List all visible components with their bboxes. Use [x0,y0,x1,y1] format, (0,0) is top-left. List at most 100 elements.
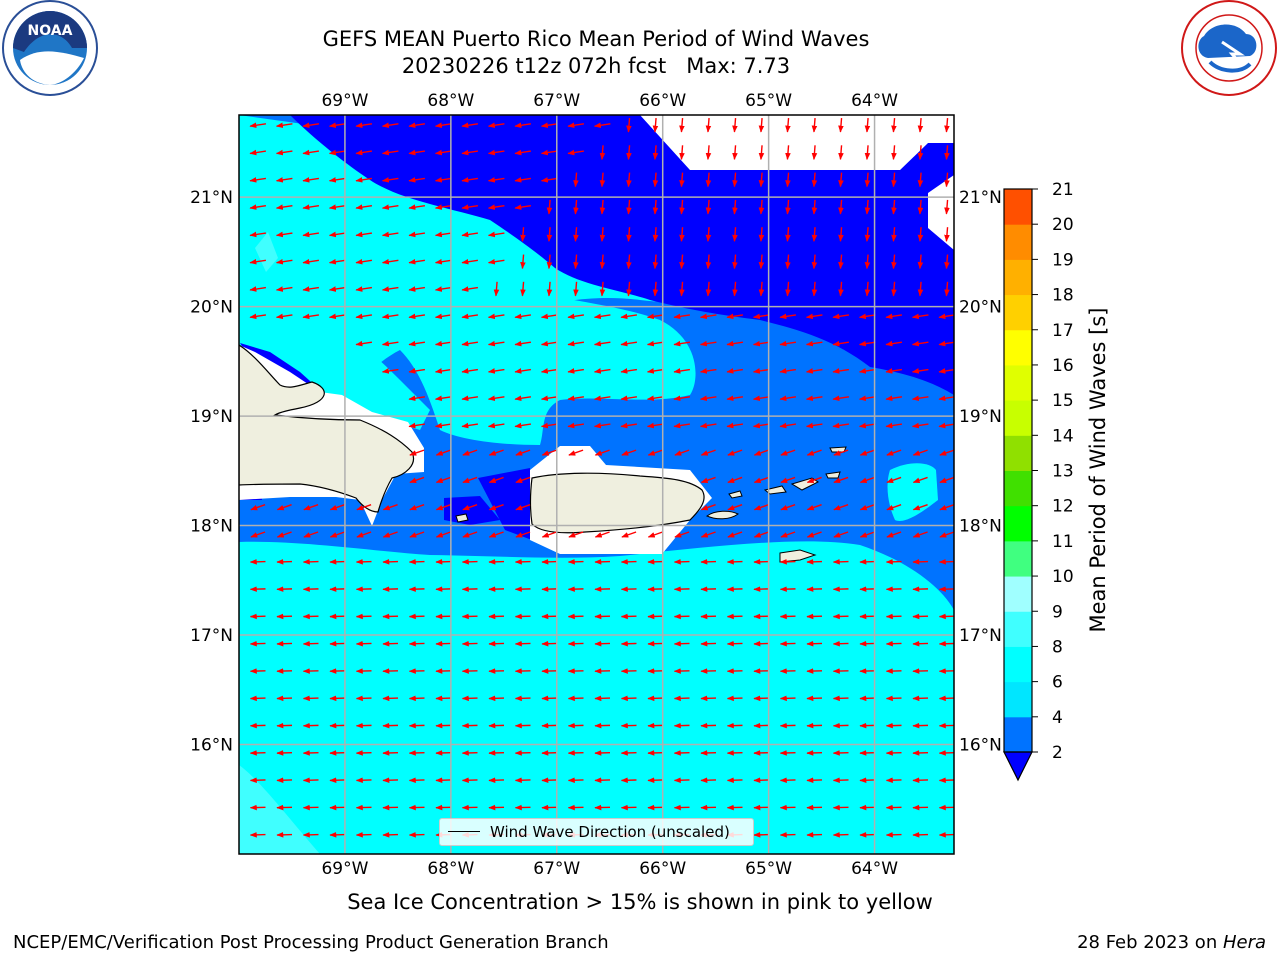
wave-arrow [328,177,346,183]
wave-arrow [328,286,346,292]
wave-arrow [805,368,823,374]
wave-arrow [917,145,924,160]
wave-arrow [886,531,902,538]
wave-arrow [302,258,320,265]
wave-arrow [275,122,293,129]
wave-arrow [302,286,320,292]
wave-arrow [838,254,844,270]
wave-arrow [679,199,685,215]
wave-arrow [838,172,844,188]
wave-arrow [646,313,664,320]
wave-arrow [917,227,924,242]
wave-arrow [732,281,738,297]
wave-arrow [858,340,876,347]
wave-arrow [381,231,399,238]
lat-tick-label: 18°N [190,517,233,537]
wave-arrow [409,531,425,538]
wave-arrow [302,204,320,210]
wave-arrow [355,149,373,156]
wave-arrow [917,199,924,215]
wave-arrow [621,531,637,538]
wave-arrow [811,145,818,160]
wave-arrow [329,504,345,511]
wave-arrow [620,422,638,429]
wave-arrow [409,449,425,456]
wave-arrow [356,531,372,538]
wave-arrow [779,340,797,347]
wave-arrow [858,422,876,429]
wave-arrow [249,122,267,129]
wave-arrow [833,531,849,538]
colorbar-tick-label: 19 [1052,250,1074,270]
wave-arrow [944,172,950,188]
wave-arrow [732,254,738,270]
wave-arrow [779,368,797,374]
lat-tick-label: 20°N [190,298,233,318]
lon-tick-label: 69°W [321,91,368,111]
wave-arrow [944,254,950,270]
wave-arrow [832,395,850,402]
colorbar-segment [1004,646,1032,683]
wave-arrow [514,395,532,402]
wave-arrow [514,422,532,429]
wave-arrow [891,254,897,270]
legend-label: Wind Wave Direction (unscaled) [490,823,730,841]
wave-arrow [705,117,712,133]
wave-arrow [674,531,690,538]
wave-arrow [461,231,479,238]
wave-arrow [382,504,398,511]
wave-arrow [573,281,579,297]
wave-arrow [546,281,553,297]
wave-arrow [705,172,712,188]
wave-arrow [838,281,844,297]
wave-arrow [758,227,765,242]
wave-arrow [832,422,850,429]
colorbar: 2 4 6 8 9 10 11 12 13 14 15 16 17 18 19 20 21 [1003,180,1074,782]
lon-tick-label: 67°W [533,859,580,879]
wave-arrow [487,177,505,183]
colorbar-label: Mean Period of Wind Waves [s] [1086,307,1110,633]
wave-arrow [434,231,452,238]
wave-arrow [652,254,659,270]
wave-arrow [461,313,479,320]
colorbar-tick-label: 11 [1052,532,1074,552]
wave-arrow [381,340,399,347]
wave-arrow [567,422,585,429]
colorbar-segment [1004,259,1032,296]
wave-arrow [785,172,791,188]
wave-arrow [461,340,479,347]
wave-arrow [811,172,818,188]
wave-arrow [752,368,770,374]
wave-arrow [833,504,849,511]
wave-arrow [944,117,950,133]
lat-tick-label: 20°N [959,298,1002,318]
wave-arrow [515,449,531,456]
wave-arrow [833,449,849,456]
wave-arrow [328,149,346,156]
wave-arrow [832,340,850,347]
colorbar-tick-label: 14 [1052,426,1074,446]
wave-arrow [276,531,292,538]
wave-arrow [674,449,690,456]
wave-arrow [355,177,373,183]
wave-arrow [705,227,712,242]
wave-arrow [487,313,505,320]
colorbar-tick-label: 8 [1052,637,1063,657]
wave-arrow [626,199,632,215]
wave-arrow [487,231,505,238]
wave-arrow [911,422,929,429]
wave-arrow [838,199,844,215]
wave-arrow [435,531,451,538]
wave-arrow [599,254,606,270]
wave-arrow [732,227,738,242]
wave-arrow [408,286,426,292]
wave-arrow [408,395,426,402]
wave-arrow [758,172,765,188]
wave-arrow [758,145,765,160]
wave-arrow [647,531,663,538]
colorbar-tick-label: 6 [1052,673,1063,693]
wave-arrow [250,531,266,538]
wave-arrow [593,340,611,347]
wave-arrow [488,531,504,538]
colorbar-segment [1004,611,1032,647]
